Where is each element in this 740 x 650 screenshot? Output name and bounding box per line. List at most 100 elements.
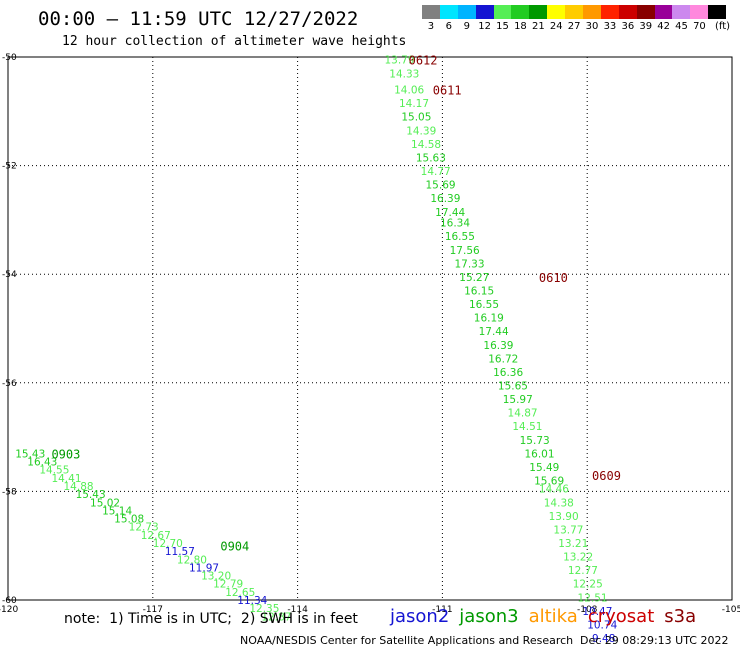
- wave-height-value: 12.77: [568, 565, 598, 577]
- pass-time-label: 0611: [433, 84, 462, 98]
- wave-height-value: 16.43: [27, 457, 57, 469]
- wave-height-value: 15.49: [529, 462, 559, 474]
- colorbar-swatch: [618, 5, 637, 19]
- satellite-label: cryosat: [587, 606, 655, 627]
- wave-height-value: 14.06: [394, 85, 424, 97]
- colorbar-swatch: [475, 5, 494, 19]
- pass-time-label: 0903: [51, 447, 80, 461]
- y-tick-label: -52: [2, 162, 17, 172]
- wave-height-value: 9.48: [592, 633, 615, 645]
- wave-height-value: 16.36: [493, 367, 523, 379]
- wave-height-value: 13.90: [549, 511, 579, 523]
- y-tick-label: -56: [2, 379, 17, 389]
- x-tick-label: -105: [722, 605, 740, 615]
- wave-height-value: 17.44: [479, 326, 509, 338]
- wave-height-value: 15.43: [76, 489, 106, 501]
- satellite-legend: jason2 jason3 altika cryosat s3a: [390, 606, 696, 627]
- satellite-label: s3a: [664, 606, 697, 627]
- colorbar-swatch: [600, 5, 619, 19]
- colorbar-tick-label: 33: [603, 21, 617, 32]
- colorbar-swatch: [690, 5, 709, 19]
- wave-height-value: 15.27: [459, 272, 489, 284]
- wave-height-value: 12.87: [261, 611, 291, 623]
- wave-height-value: 14.38: [544, 497, 574, 509]
- y-tick-label: -60: [2, 596, 17, 606]
- wave-height-value: 13.20: [201, 571, 231, 583]
- wave-height-value: 12.73: [129, 522, 159, 534]
- y-tick-label: -54: [2, 270, 17, 280]
- wave-height-value: 16.39: [430, 193, 460, 205]
- x-tick-label: -117: [143, 605, 163, 615]
- wave-height-value: 11.97: [189, 562, 219, 574]
- y-tick-label: -50: [2, 53, 17, 63]
- wave-height-value: 17.33: [454, 258, 484, 270]
- wave-height-value: 14.55: [39, 465, 69, 477]
- satellite-label: jason2: [390, 606, 450, 627]
- colorbar-tick-label: 6: [445, 21, 453, 32]
- y-tick-label: -58: [2, 487, 17, 497]
- x-tick-label: -114: [287, 605, 308, 615]
- wave-height-value: 14.17: [399, 98, 429, 110]
- wave-height-value: 10.74: [587, 619, 617, 631]
- colorbar-tick-label: 27: [567, 21, 581, 32]
- colorbar-swatch: [672, 5, 691, 19]
- footer-timestamp: Dec 29 08:29:13 UTC 2022: [580, 634, 729, 647]
- colorbar-swatch: [493, 5, 512, 19]
- page-title: 00:00 – 11:59 UTC 12/27/2022: [38, 8, 359, 30]
- wave-height-value: 17.44: [435, 207, 465, 219]
- wave-height-value: 13.77: [553, 524, 583, 536]
- pass-time-label: 0609: [592, 469, 621, 483]
- wave-height-value: 15.02: [90, 497, 120, 509]
- wave-height-value: 11.34: [237, 595, 267, 607]
- wave-height-value: 12.79: [213, 579, 243, 591]
- colorbar-tick-label: 36: [621, 21, 635, 32]
- colorbar-swatch: [439, 5, 458, 19]
- wave-height-value: 14.51: [512, 421, 542, 433]
- wave-height-value: 16.34: [440, 218, 470, 230]
- colorbar-tick-label: 21: [531, 21, 545, 32]
- colorbar-swatch: [654, 5, 673, 19]
- wave-height-value: 12.51: [578, 592, 608, 604]
- wave-height-value: 13.22: [563, 552, 593, 564]
- colorbar-swatch: [511, 5, 530, 19]
- wave-height-value: 14.41: [51, 473, 81, 485]
- colorbar-tick-label: 18: [514, 21, 527, 32]
- wave-height-value: 15.65: [498, 381, 528, 393]
- wave-height-value: 12.70: [153, 538, 183, 550]
- x-tick-label: -111: [432, 605, 452, 615]
- wave-height-value: 15.63: [416, 152, 446, 164]
- wave-height-value: 14.39: [406, 125, 436, 137]
- colorbar-tick-label: 12: [478, 21, 492, 32]
- page-subtitle: 12 hour collection of altimeter wave hei…: [62, 34, 407, 49]
- satellite-label: jason3: [459, 606, 519, 627]
- colorbar-labels: 3 6 9 12 15 18 21 24 27 30 33 36 39 42 45 70: [422, 21, 740, 33]
- colorbar-swatch: [565, 5, 584, 19]
- wave-height-value: 12.65: [225, 587, 255, 599]
- wave-height-value: 16.15: [464, 285, 494, 297]
- wave-height-value: 12.67: [141, 530, 171, 542]
- wave-height-value: 11.57: [165, 546, 195, 558]
- plot-frame: [7, 56, 733, 601]
- wave-height-value: 17.56: [450, 245, 480, 257]
- pass-time-label: 0904: [220, 540, 249, 554]
- wave-height-value: 15.43: [15, 448, 45, 460]
- wave-height-value: 16.19: [474, 313, 504, 325]
- wave-height-value: 15.08: [114, 514, 144, 526]
- colorbar-tick-label: 39: [639, 21, 653, 32]
- colorbar-swatch: [529, 5, 548, 19]
- wave-height-value: 14.46: [539, 484, 569, 496]
- wave-height-value: 15.05: [401, 112, 431, 124]
- wave-height-value: 16.55: [445, 231, 475, 243]
- wave-height-value: 15.69: [534, 476, 564, 488]
- colorbar-swatch: [636, 5, 655, 19]
- wave-height-value: 15.97: [503, 394, 533, 406]
- wave-height-value: 14.58: [411, 139, 441, 151]
- colorbar-swatch: [457, 5, 476, 19]
- wave-height-value: 15.69: [426, 180, 456, 192]
- wave-height-value: 16.72: [488, 353, 518, 365]
- footer-credit: NOAA/NESDIS Center for Satellite Applica…: [240, 634, 574, 647]
- footer-note: note: 1) Time is in UTC; 2) SWH is in fe…: [64, 611, 358, 627]
- colorbar-unit: (ft): [715, 21, 731, 32]
- wave-height-value: 12.25: [573, 579, 603, 591]
- wave-height-value: 15.14: [102, 505, 132, 517]
